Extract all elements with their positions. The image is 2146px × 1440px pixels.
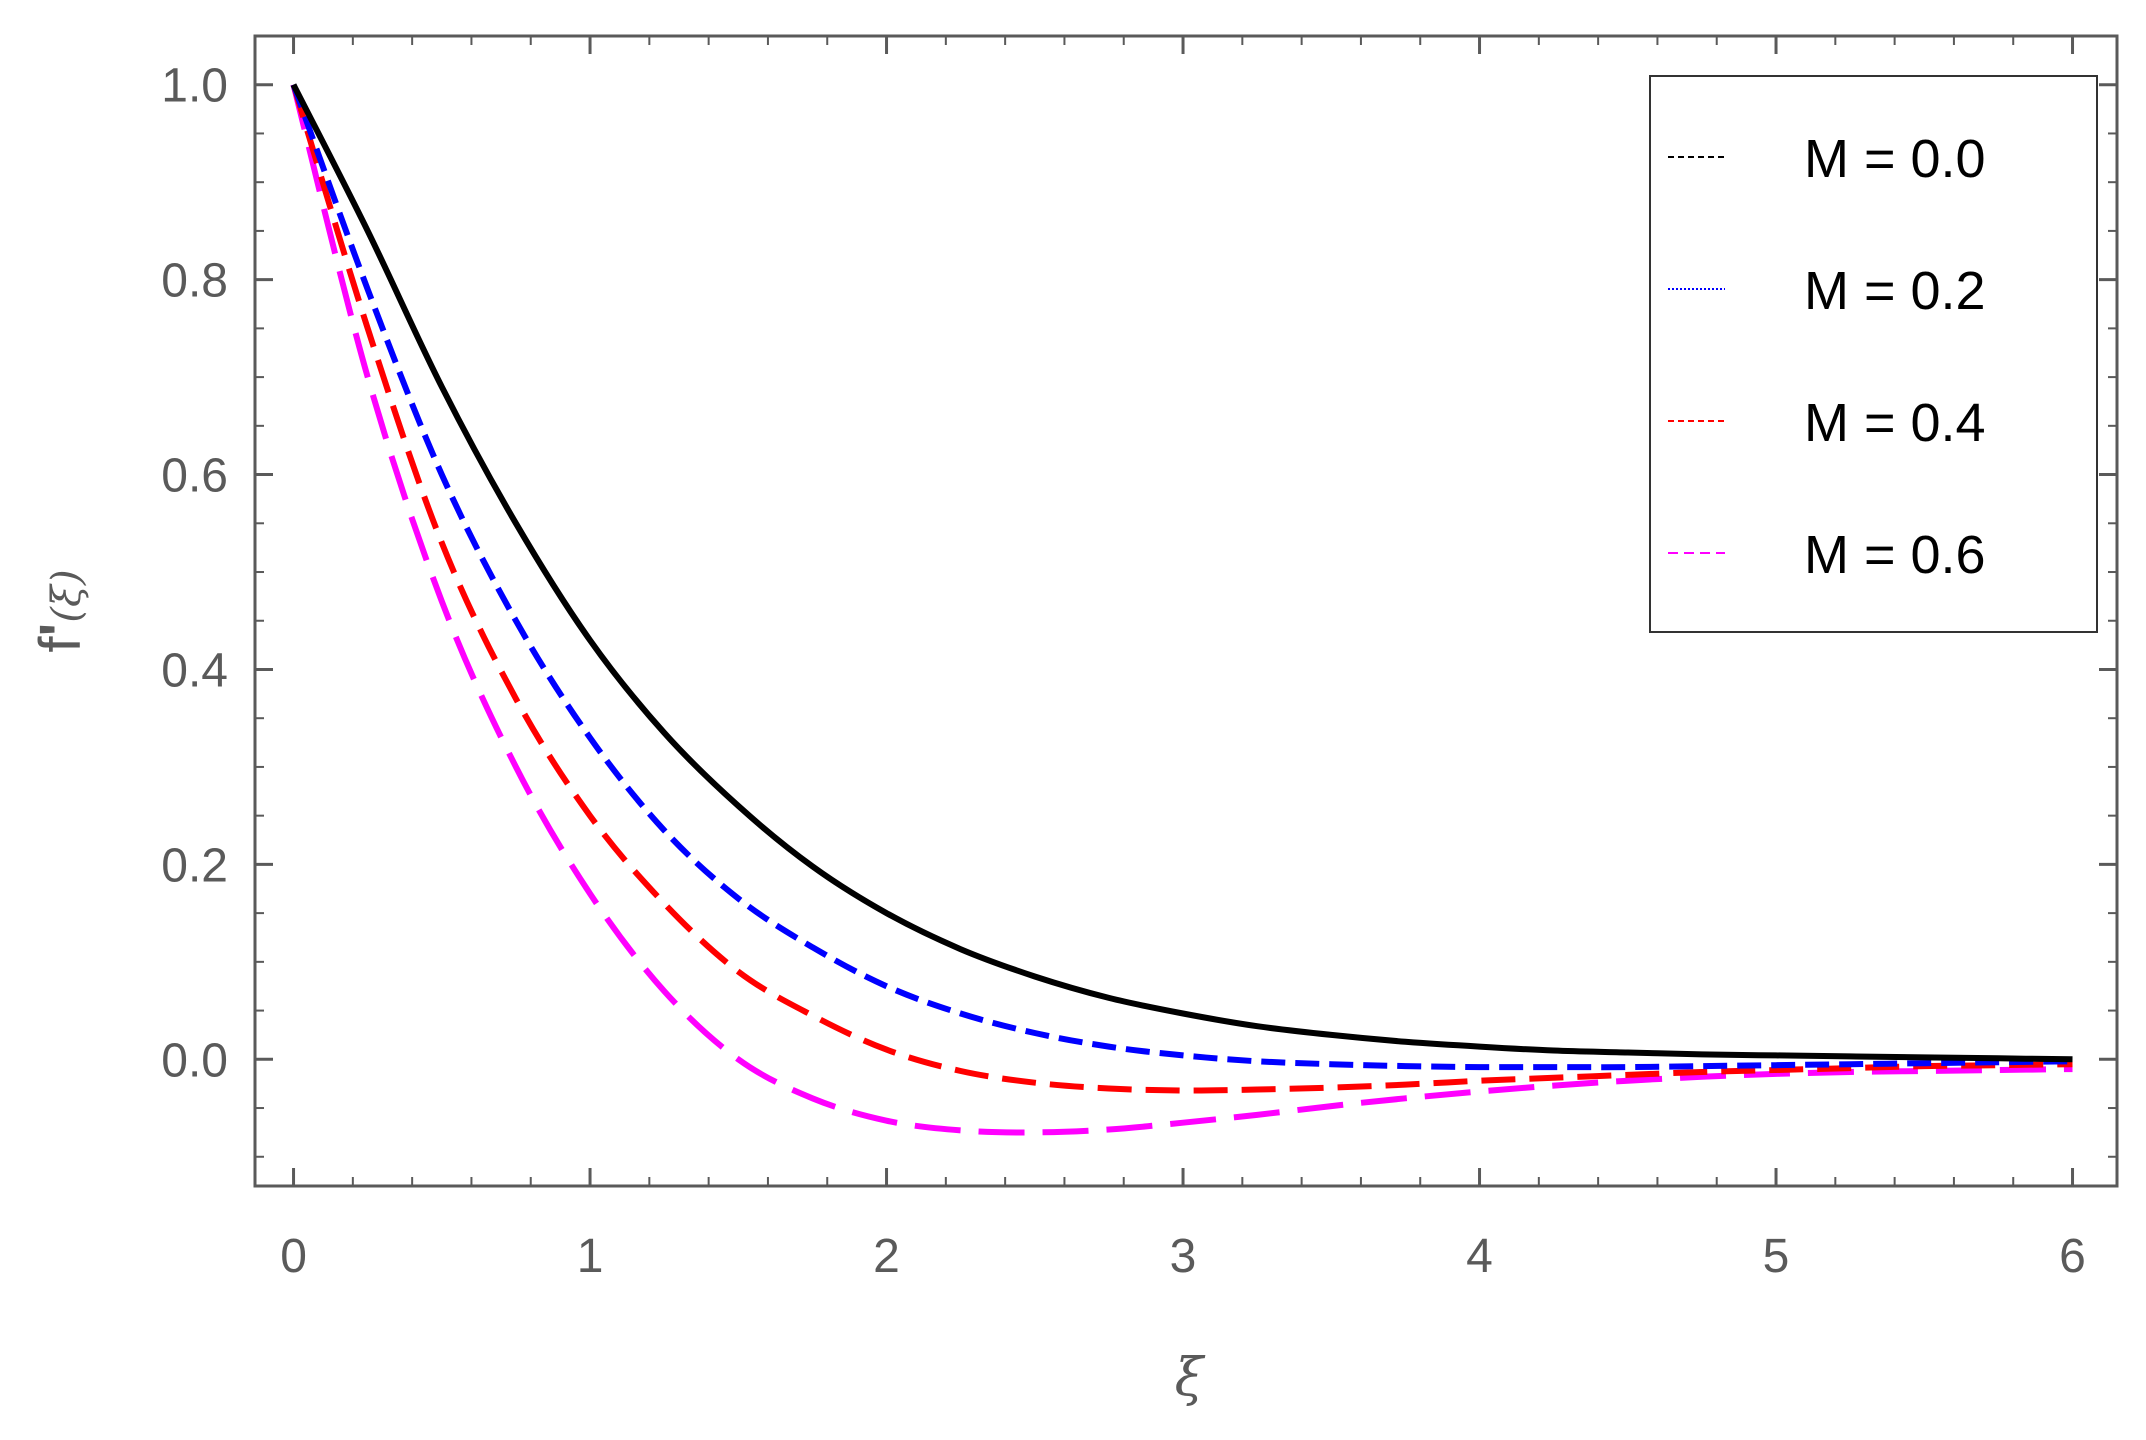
y-axis-label-arg: (ξ) — [44, 569, 90, 622]
y-tick-label: 0.6 — [161, 450, 228, 503]
legend-label-3: M = 0.6 — [1804, 525, 1986, 585]
y-axis-label: f'(ξ) — [28, 569, 93, 652]
series-layer — [290, 83, 2073, 1136]
x-ticks: 0 1 2 3 4 5 6 — [280, 36, 2086, 1283]
series-line-3 — [290, 83, 2073, 1136]
y-axis-label-prime: ' — [28, 623, 93, 637]
y-tick-label: 0.2 — [161, 839, 228, 892]
y-tick-label: 1.0 — [161, 60, 228, 113]
legend-label-1: M = 0.2 — [1804, 261, 1986, 321]
x-tick-label: 0 — [280, 1230, 307, 1283]
x-axis-label: ξ — [1175, 1348, 1206, 1408]
plot-frame — [253, 34, 2119, 1188]
x-tick-label: 1 — [577, 1230, 604, 1283]
x-tick-label: 2 — [873, 1230, 900, 1283]
y-tick-label: 0.8 — [161, 255, 228, 308]
x-tick-label: 4 — [1466, 1230, 1493, 1283]
x-tick-label: 6 — [2059, 1230, 2086, 1283]
x-tick-label: 5 — [1763, 1230, 1790, 1283]
y-tick-label: 0.0 — [161, 1034, 228, 1087]
y-axis-label-func: f — [28, 636, 93, 653]
series-line-1 — [290, 83, 2073, 1071]
legend-box — [1649, 75, 2098, 633]
svg-text:f'(ξ): f'(ξ) — [28, 569, 93, 652]
x-tick-label: 3 — [1170, 1230, 1197, 1283]
legend-label-2: M = 0.4 — [1804, 393, 1986, 453]
series-line-0 — [290, 83, 2073, 1063]
legend-items: M = 0.0 M = 0.2 M = 0.4 M = 0.6 — [1668, 129, 1986, 585]
series-line-2 — [290, 83, 2073, 1094]
legend-label-0: M = 0.0 — [1804, 129, 1986, 189]
legend: M = 0.0 M = 0.2 M = 0.4 M = 0.6 — [1649, 75, 2098, 633]
y-tick-label: 0.4 — [161, 644, 228, 697]
